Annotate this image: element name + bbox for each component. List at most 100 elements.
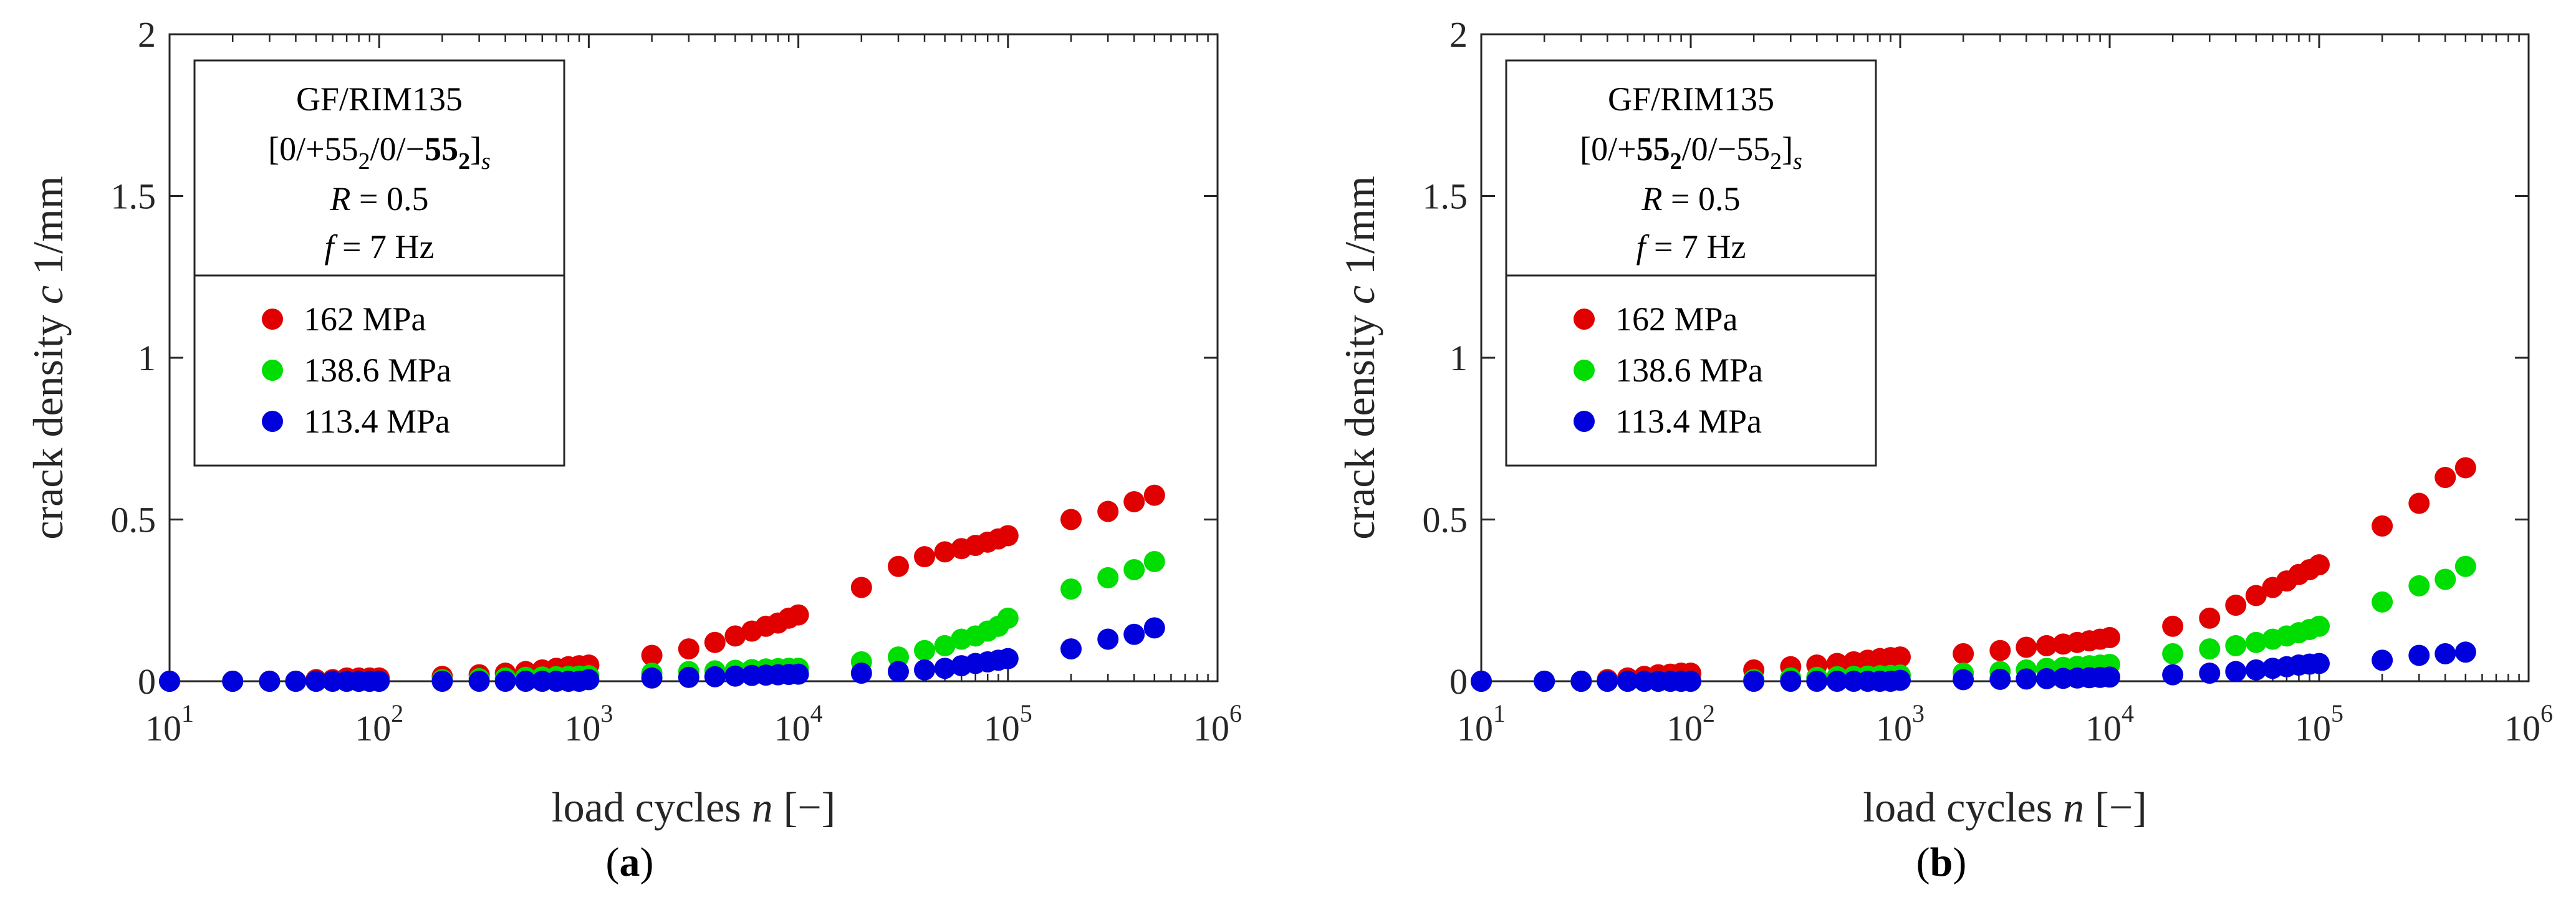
y-tick-label: 0 — [138, 661, 156, 702]
data-point — [997, 648, 1019, 669]
data-point — [787, 663, 809, 685]
x-tick-base: 10 — [774, 708, 810, 749]
ratio-var: R — [1641, 180, 1663, 218]
x-axis-label: load cycles n [−] — [552, 783, 836, 831]
data-point — [1143, 550, 1165, 572]
panel-label-open: ( — [1916, 840, 1930, 885]
data-point — [578, 669, 600, 691]
data-point — [724, 625, 746, 647]
legend-series-label: 162 MPa — [304, 300, 426, 338]
data-point — [368, 671, 390, 692]
data-point — [494, 671, 516, 692]
x-tick-exponent: 5 — [2331, 699, 2343, 727]
x-tick-label: 105 — [2295, 699, 2343, 749]
data-point — [1617, 671, 1638, 692]
data-point — [914, 659, 936, 681]
x-tick-base: 10 — [1193, 708, 1229, 749]
x-tick-exponent: 6 — [1229, 699, 1242, 727]
x-tick-label: 103 — [1876, 699, 1925, 749]
panel-label-letter: b — [1930, 840, 1953, 885]
x-tick-base: 10 — [1457, 708, 1493, 749]
data-point — [997, 607, 1019, 629]
data-point — [678, 638, 699, 660]
data-point — [2245, 585, 2267, 606]
data-point — [934, 541, 956, 563]
data-point — [997, 525, 1019, 547]
data-point — [1060, 578, 1082, 600]
x-tick-exponent: 4 — [810, 699, 823, 727]
data-point — [1890, 669, 1911, 691]
x-tick-label: 101 — [1457, 699, 1506, 749]
y-axis-label-var: c — [1336, 285, 1383, 304]
legend-marker — [262, 360, 283, 381]
layup-sub-b: 2 — [1770, 148, 1782, 175]
x-tick-exponent: 2 — [1703, 699, 1715, 727]
x-tick-label: 104 — [2085, 699, 2134, 749]
legend-series-label: 138.6 MPa — [304, 352, 451, 389]
x-axis-label-var: n — [752, 783, 773, 831]
y-axis-label-text: crack density — [24, 304, 72, 540]
x-tick-exponent: 3 — [600, 699, 613, 727]
data-point — [2016, 668, 2037, 690]
y-tick-label: 1.5 — [111, 176, 156, 217]
data-point — [468, 671, 490, 692]
x-axis-label-unit: [−] — [2084, 783, 2147, 831]
y-tick-label: 0.5 — [1423, 500, 1468, 540]
legend-layup: [0/+552/0/−552]s — [1580, 130, 1802, 175]
legend-series-label: 113.4 MPa — [304, 403, 450, 440]
x-tick-exponent: 2 — [391, 699, 403, 727]
y-tick-label: 1.5 — [1423, 176, 1468, 217]
x-tick-base: 10 — [2295, 708, 2331, 749]
panel-label: (a) — [606, 840, 654, 885]
data-point — [1953, 643, 1974, 664]
data-point — [515, 671, 537, 692]
y-axis-label: crack density c 1/mm — [24, 176, 72, 540]
data-point — [1123, 491, 1145, 512]
legend-marker — [1574, 411, 1595, 432]
data-point — [888, 555, 910, 577]
data-point — [888, 661, 910, 682]
x-tick-exponent: 1 — [1493, 699, 1506, 727]
data-point — [2245, 631, 2267, 653]
data-point — [704, 631, 726, 653]
data-point — [2099, 666, 2120, 688]
x-tick-label: 106 — [2504, 699, 2553, 749]
data-point — [431, 671, 453, 692]
legend-material: GF/RIM135 — [296, 80, 463, 118]
data-point — [2199, 663, 2221, 684]
data-point — [2162, 643, 2184, 664]
panel-label-close: ) — [640, 840, 654, 885]
legend-marker — [1574, 309, 1595, 330]
data-point — [2434, 568, 2456, 590]
data-point — [1989, 668, 2011, 690]
legend-marker — [262, 309, 283, 330]
data-point — [1989, 639, 2011, 661]
legend-material: GF/RIM135 — [1608, 80, 1774, 118]
data-point — [1097, 628, 1119, 650]
panel-label: (b) — [1916, 840, 1967, 885]
x-tick-exponent: 4 — [2122, 699, 2134, 727]
data-point — [934, 634, 956, 656]
y-axis-label-var: c — [24, 285, 72, 304]
data-point — [2199, 638, 2221, 660]
data-point — [1143, 484, 1165, 506]
data-point — [1806, 671, 1828, 692]
data-point — [1097, 567, 1119, 588]
data-point — [1780, 671, 1802, 692]
data-point — [2016, 636, 2037, 658]
data-point — [2309, 653, 2330, 674]
data-point — [2408, 575, 2430, 596]
legend-series-label: 162 MPa — [1615, 300, 1738, 338]
data-point — [1123, 558, 1145, 580]
legend-frequency: f = 7 Hz — [1636, 228, 1746, 266]
data-point — [305, 671, 327, 692]
y-tick-label: 2 — [138, 14, 156, 55]
data-point — [850, 663, 872, 684]
data-point — [2225, 595, 2247, 616]
data-point — [2454, 555, 2476, 577]
x-axis-label-text: load cycles — [552, 783, 752, 831]
x-tick-label: 104 — [774, 699, 823, 749]
x-tick-base: 10 — [984, 708, 1020, 749]
